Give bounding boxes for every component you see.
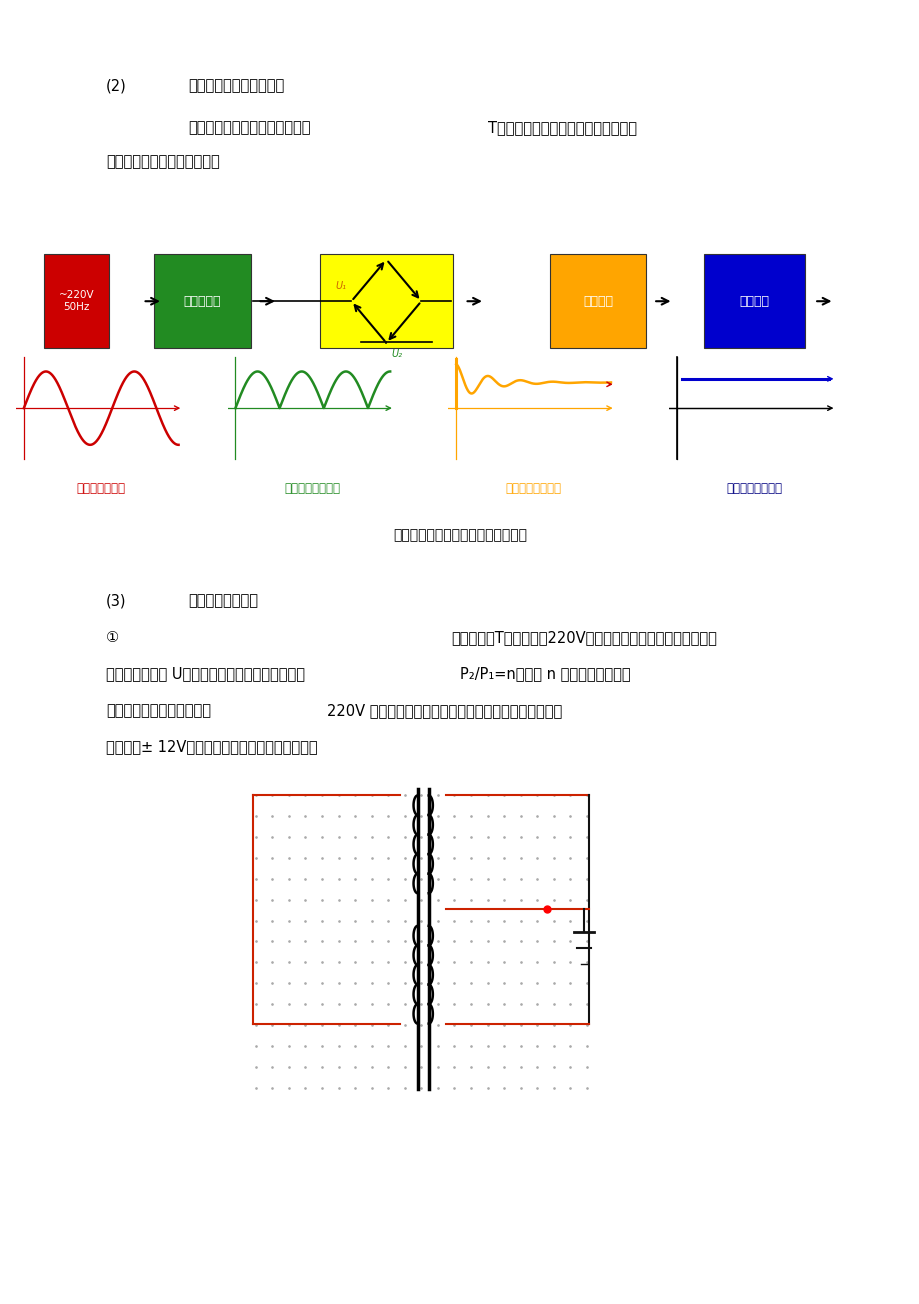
- Text: 各单元电路原理：: 各单元电路原理：: [188, 593, 258, 609]
- Text: 直流稳压电源的原理框图和波形变换: 直流稳压电源的原理框图和波形变换: [392, 528, 527, 542]
- FancyBboxPatch shape: [320, 254, 452, 348]
- Text: 电源变压器: 电源变压器: [184, 295, 221, 308]
- Text: 整流电路输出波形: 整流电路输出波形: [285, 482, 340, 496]
- Text: U₁: U₁: [335, 280, 346, 291]
- Text: 稳压电路输出波形: 稳压电路输出波形: [726, 482, 781, 496]
- FancyBboxPatch shape: [44, 254, 108, 348]
- Text: U₂: U₂: [391, 349, 402, 360]
- Text: 基本框图如下。各部分作用：: 基本框图如下。各部分作用：: [106, 154, 220, 170]
- Text: ~220V
50Hz: ~220V 50Hz: [59, 291, 94, 312]
- FancyBboxPatch shape: [550, 254, 646, 348]
- Text: (3): (3): [106, 593, 126, 609]
- Text: 电源变压器的作用是将电网: 电源变压器的作用是将电网: [106, 703, 210, 719]
- Text: 220V 的交流电压变换成整流滤波电路所需的低电压。由: 220V 的交流电压变换成整流滤波电路所需的低电压。由: [326, 703, 562, 719]
- Text: 直流稳压电源一般由电源变压器: 直流稳压电源一般由电源变压器: [188, 120, 311, 136]
- FancyBboxPatch shape: [154, 254, 250, 348]
- Text: T、整流滤波电路及稳压电路所组成。: T、整流滤波电路及稳压电路所组成。: [487, 120, 636, 136]
- Text: 滤波电路输出波形: 滤波电路输出波形: [505, 482, 561, 496]
- Text: (2): (2): [106, 78, 127, 94]
- Text: 电源变压器T的作用是将220V的交流电压变换成整流滤波电路所: 电源变压器T的作用是将220V的交流电压变换成整流滤波电路所: [450, 630, 716, 645]
- FancyBboxPatch shape: [703, 254, 804, 348]
- Text: 稳压电路: 稳压电路: [739, 295, 768, 308]
- Text: 于输出有± 12V，因此变压器拣双输出，如下图。: 于输出有± 12V，因此变压器拣双输出，如下图。: [106, 739, 317, 755]
- Text: ①: ①: [106, 630, 119, 645]
- Text: 变压器输出波形: 变压器输出波形: [76, 482, 126, 496]
- Text: 直流稳压电源的基本原理: 直流稳压电源的基本原理: [188, 78, 285, 94]
- Text: P₂/P₁=n，式中 n 是变压器的效率。: P₂/P₁=n，式中 n 是变压器的效率。: [460, 666, 630, 682]
- Text: 需要的交流电压 U。变压器副边与原边的功率比为: 需要的交流电压 U。变压器副边与原边的功率比为: [106, 666, 304, 682]
- Text: 滤波电路: 滤波电路: [583, 295, 612, 308]
